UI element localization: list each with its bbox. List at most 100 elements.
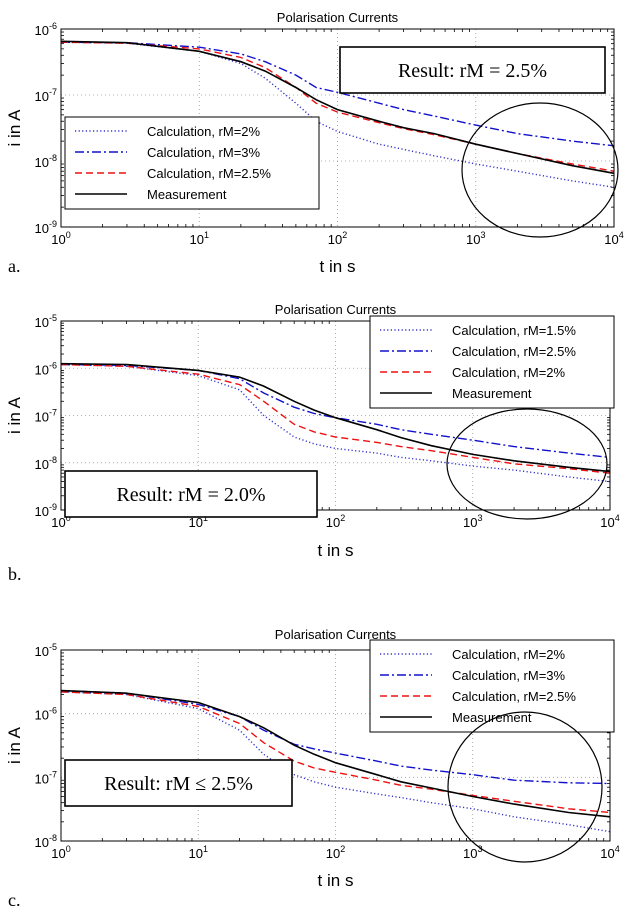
x-tick-label-exponent: 2: [342, 230, 347, 240]
y-tick-label-base: 10: [35, 771, 49, 786]
result-box-1: [64, 470, 318, 518]
x-tick-label-exponent: 3: [477, 844, 482, 854]
x-tick-label-exponent: 1: [204, 230, 209, 240]
x-tick-label-base: 10: [463, 846, 477, 861]
x-tick-label-base: 10: [190, 232, 204, 247]
y-tick-label-exponent: -9: [49, 219, 57, 229]
x-tick-label: 104: [604, 230, 623, 247]
x-axis-label: t in s: [318, 871, 354, 890]
y-tick-label: 10-8: [35, 833, 57, 850]
y-tick-label-base: 10: [35, 89, 49, 104]
y-tick-label-base: 10: [35, 362, 49, 377]
y-tick-label-base: 10: [35, 644, 49, 659]
x-tick-label-exponent: 4: [619, 230, 624, 240]
series-line-3-chart-2: [60, 691, 611, 814]
y-tick-label-exponent: -8: [49, 833, 57, 843]
panel-letter: c.: [8, 890, 21, 910]
x-tick-label-exponent: 3: [477, 513, 482, 523]
series-line-2-chart-2: [60, 689, 611, 785]
x-tick-label-exponent: 3: [480, 230, 485, 240]
x-tick-label: 104: [600, 844, 619, 861]
series-line-1-chart-2: [60, 691, 611, 833]
x-tick-label-base: 10: [466, 232, 480, 247]
y-tick-label-exponent: -5: [49, 642, 57, 652]
y-tick-label: 10-5: [35, 313, 57, 330]
x-tick-label: 101: [189, 844, 208, 861]
x-tick-label-exponent: 4: [615, 844, 620, 854]
y-tick-label-base: 10: [35, 457, 49, 472]
x-tick-label: 100: [51, 513, 70, 530]
panel-letter: b.: [8, 564, 22, 584]
x-tick-label-base: 10: [600, 515, 614, 530]
legend-entry: Calculation, rM=3%: [147, 145, 261, 160]
legend-entry: Measurement: [452, 710, 532, 725]
y-tick-label-exponent: -7: [49, 769, 57, 779]
x-tick-label-exponent: 0: [66, 230, 71, 240]
highlight-ellipse-2: [447, 711, 603, 863]
series-line-4-chart-2: [60, 689, 611, 818]
legend-entry: Calculation, rM=2%: [452, 365, 566, 380]
legend-entry: Calculation, rM=1.5%: [452, 323, 576, 338]
y-axis-label: i in A: [5, 396, 24, 434]
x-tick-label-base: 10: [328, 232, 342, 247]
y-tick-label-base: 10: [35, 221, 49, 236]
y-axis-label: i in A: [5, 109, 24, 147]
y-tick-label: 10-6: [35, 21, 57, 38]
x-tick-label: 100: [51, 230, 70, 247]
y-tick-label: 10-5: [35, 642, 57, 659]
y-tick-label-base: 10: [35, 23, 49, 38]
x-tick-label: 100: [51, 844, 70, 861]
y-tick-label-exponent: -8: [49, 153, 57, 163]
y-tick-label: 10-7: [35, 87, 57, 104]
chart-title: Polarisation Currents: [275, 627, 397, 642]
plot-frame-1: [60, 320, 611, 511]
x-tick-label: 102: [328, 230, 347, 247]
x-tick-label-exponent: 2: [340, 844, 345, 854]
plot-frame-2: [60, 649, 611, 842]
panel-letter: a.: [8, 256, 21, 276]
y-tick-label: 10-6: [35, 360, 57, 377]
y-tick-label-base: 10: [35, 410, 49, 425]
y-tick-label-base: 10: [35, 155, 49, 170]
y-tick-label: 10-8: [35, 455, 57, 472]
result-label: Result: rM = 2.5%: [398, 60, 547, 82]
x-tick-label: 103: [463, 844, 482, 861]
x-tick-label-base: 10: [326, 515, 340, 530]
x-tick-label-base: 10: [51, 515, 65, 530]
y-tick-label-exponent: -6: [49, 706, 57, 716]
y-axis-label: i in A: [5, 726, 24, 764]
x-tick-label-base: 10: [604, 232, 618, 247]
y-tick-label-exponent: -7: [49, 87, 57, 97]
x-tick-label: 101: [190, 230, 209, 247]
x-tick-label: 103: [466, 230, 485, 247]
series-line-2-chart-1: [60, 363, 611, 459]
series-line-3-chart-1: [60, 363, 611, 474]
y-tick-label: 10-9: [35, 502, 57, 519]
y-tick-label-exponent: -6: [49, 21, 57, 31]
y-tick-label: 10-9: [35, 219, 57, 236]
series-line-2-chart-0: [60, 41, 615, 147]
x-tick-label-base: 10: [463, 515, 477, 530]
legend-entry: Calculation, rM=2%: [147, 124, 261, 139]
x-tick-label-exponent: 1: [203, 844, 208, 854]
legend-entry: Measurement: [147, 187, 227, 202]
legend-entry: Calculation, rM=2.5%: [147, 166, 271, 181]
chart-title: Polarisation Currents: [275, 302, 397, 317]
x-tick-label: 104: [600, 513, 619, 530]
y-tick-label: 10-7: [35, 769, 57, 786]
y-tick-label-base: 10: [35, 708, 49, 723]
x-tick-label-base: 10: [51, 846, 65, 861]
chart-title: Polarisation Currents: [277, 10, 399, 25]
y-tick-label-exponent: -9: [49, 502, 57, 512]
x-tick-label: 101: [189, 513, 208, 530]
x-tick-label-base: 10: [51, 232, 65, 247]
y-tick-label: 10-8: [35, 153, 57, 170]
legend-entry: Calculation, rM=2%: [452, 647, 566, 662]
x-tick-label-exponent: 0: [66, 844, 71, 854]
y-tick-label: 10-7: [35, 408, 57, 425]
y-tick-label-base: 10: [35, 835, 49, 850]
highlight-ellipse-1: [446, 408, 608, 520]
series-line-4-chart-1: [60, 362, 611, 473]
y-tick-label-exponent: -5: [49, 313, 57, 323]
